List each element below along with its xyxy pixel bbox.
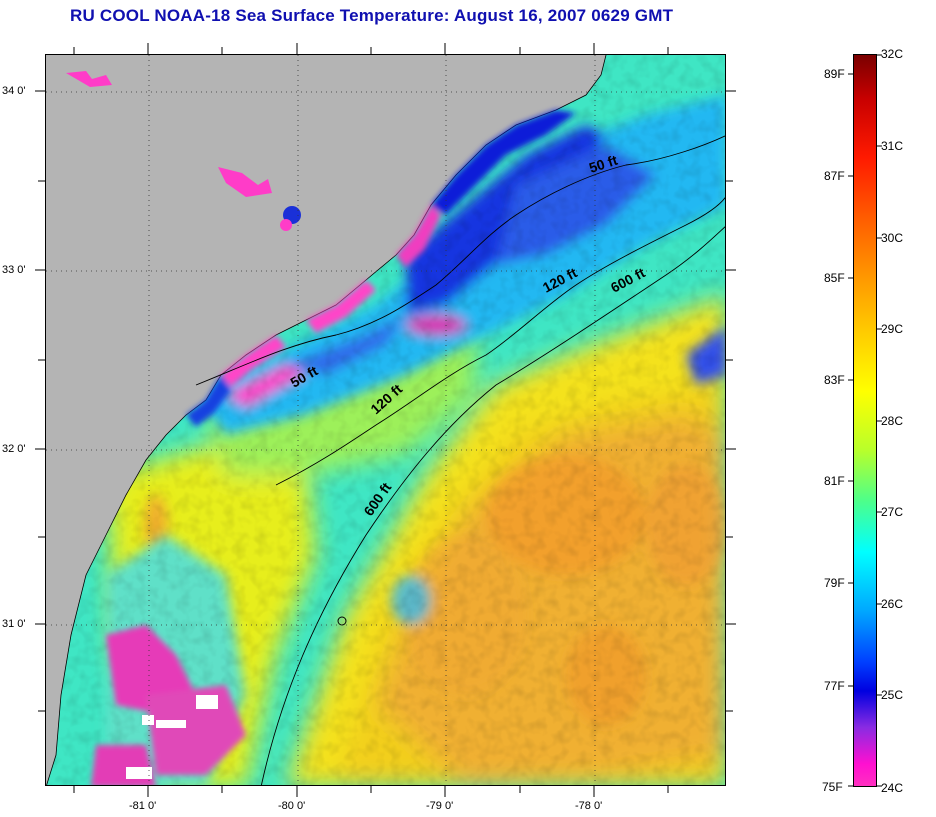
lat-label-33: 33 0' <box>2 264 26 276</box>
lat-lon-grid <box>46 55 725 785</box>
colorbar-f-81: 81F <box>824 474 845 488</box>
map-title: RU COOL NOAA-18 Sea Surface Temperature:… <box>70 6 674 25</box>
colorbar-c-27: 27C <box>881 505 904 519</box>
colorbar-c-31: 31C <box>881 139 904 153</box>
lat-label-34: 34 0' <box>2 85 26 97</box>
coastal-strip <box>91 110 576 785</box>
colorbar-f-85: 85F <box>824 271 845 285</box>
sst-map-canvas: 50 ft 120 ft 600 ft 50 ft 120 ft 600 ft <box>46 55 725 785</box>
colorbar-c-26: 26C <box>881 597 904 611</box>
colorbar-c-30: 30C <box>881 231 904 245</box>
temperature-colorbar <box>853 54 877 787</box>
colorbar-f-87: 87F <box>824 169 845 183</box>
bathymetry-contours <box>195 135 725 785</box>
colorbar-c-28: 28C <box>881 414 904 428</box>
lat-label-31: 31 0' <box>2 618 26 630</box>
lon-label-78: -78 0' <box>575 800 603 812</box>
inland-water <box>66 71 301 231</box>
lon-label-81: -81 0' <box>129 800 157 812</box>
colorbar-c-25: 25C <box>881 688 904 702</box>
colorbar-f-83: 83F <box>824 373 845 387</box>
cloud-mask-spots <box>126 695 218 779</box>
colorbar-c-32: 32C <box>881 47 904 61</box>
lat-label-32: 32 0' <box>2 443 26 455</box>
colorbar-f-75: 75F <box>822 780 843 794</box>
colorbar-c-24: 24C <box>881 781 904 795</box>
colorbar-f-79: 79F <box>824 576 845 590</box>
lon-label-80: -80 0' <box>278 800 306 812</box>
land-mass <box>46 55 606 785</box>
sst-map[interactable]: 50 ft 120 ft 600 ft 50 ft 120 ft 600 ft <box>45 54 726 786</box>
colorbar-f-89: 89F <box>824 67 845 81</box>
lon-label-79: -79 0' <box>426 800 454 812</box>
colorbar-c-29: 29C <box>881 322 904 336</box>
colorbar-f-77: 77F <box>824 679 845 693</box>
